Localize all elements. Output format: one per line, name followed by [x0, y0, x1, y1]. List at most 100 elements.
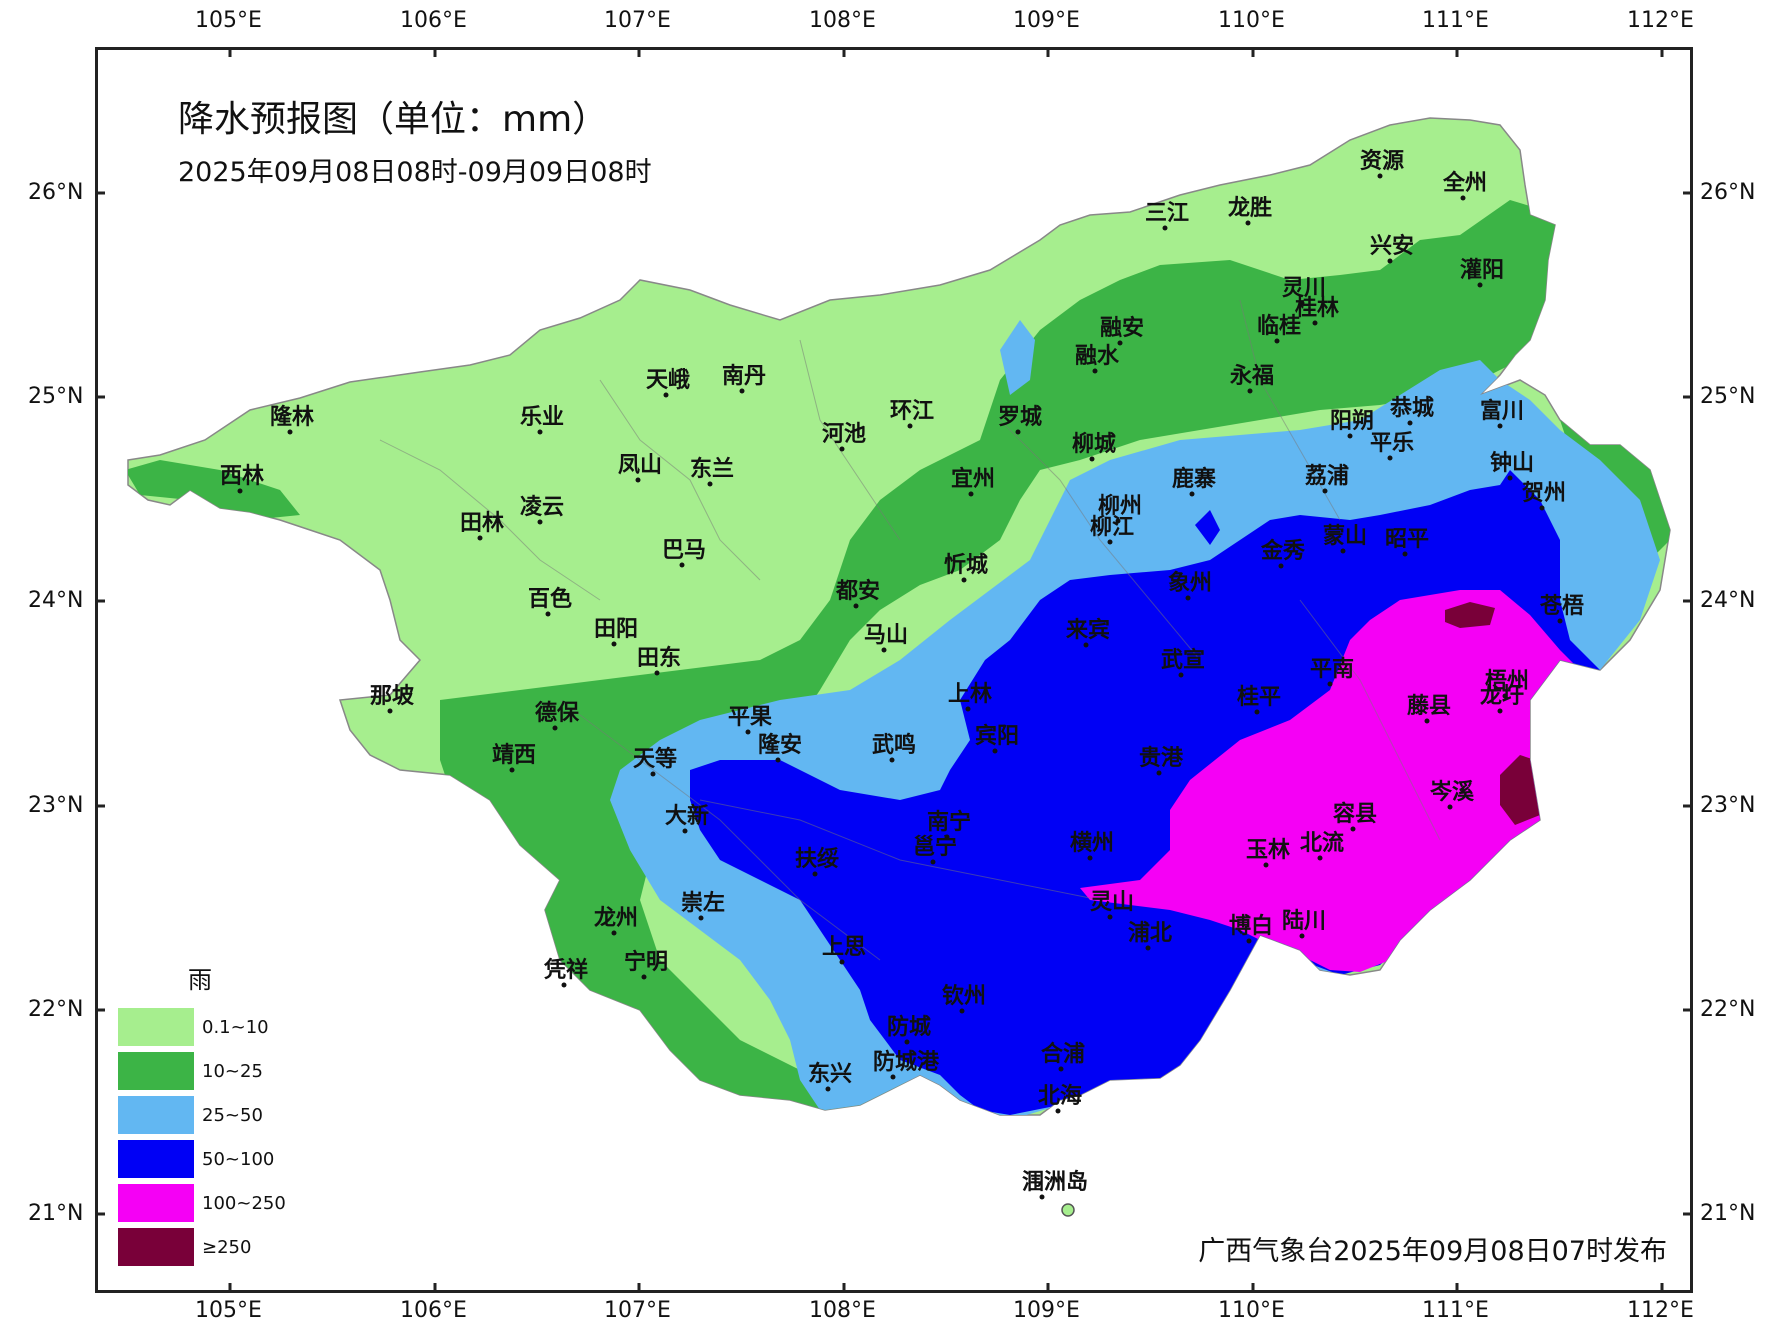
city-dot: [561, 982, 567, 988]
city-marker: 乐业: [520, 405, 564, 435]
city-marker: 德保: [535, 700, 580, 731]
city-marker: 防城港: [873, 1049, 940, 1080]
city-label: 田林: [460, 511, 504, 536]
city-marker: 象州: [1168, 570, 1212, 601]
city-dot: [1117, 340, 1123, 346]
city-label: 贵港: [1139, 746, 1184, 771]
city-label: 桂林: [1295, 295, 1339, 321]
city-marker: 龙胜: [1228, 196, 1272, 226]
city-dot: [1424, 718, 1430, 724]
city-marker: 都安: [835, 578, 880, 609]
legend-swatch: [118, 1096, 194, 1134]
city-label: 柳江: [1090, 514, 1134, 540]
city-label: 防城港: [873, 1049, 940, 1075]
city-marker: 金秀: [1260, 538, 1305, 569]
lat-label: 25°N: [28, 384, 84, 409]
city-label: 融安: [1100, 315, 1144, 341]
lon-label: 110°E: [1218, 1298, 1285, 1323]
lon-label: 110°E: [1218, 8, 1285, 33]
city-label: 平乐: [1370, 431, 1414, 456]
city-dot: [1539, 505, 1545, 511]
city-label: 西林: [220, 464, 264, 489]
city-marker: 灵山: [1090, 890, 1134, 920]
city-dot: [839, 446, 845, 452]
legend-swatch: [118, 1184, 194, 1222]
city-dot: [477, 535, 483, 541]
city-label: 宾阳: [975, 723, 1019, 749]
city-dot: [387, 708, 393, 714]
city-label: 田阳: [594, 617, 638, 642]
city-label: 上思: [822, 935, 866, 960]
city-label: 龙胜: [1228, 196, 1272, 221]
city-label: 陆川: [1282, 909, 1326, 934]
city-label: 灵山: [1090, 890, 1134, 915]
city-marker: 梧州: [1485, 669, 1529, 699]
legend-swatch: [118, 1052, 194, 1090]
city-dot: [1015, 429, 1021, 435]
city-label: 天等: [633, 746, 677, 772]
city-label: 岑溪: [1430, 780, 1475, 805]
city-dot: [904, 1039, 910, 1045]
city-label: 那坡: [370, 684, 414, 709]
city-dot: [1247, 388, 1253, 394]
city-marker: 凭祥: [543, 957, 588, 988]
city-dot: [1327, 681, 1333, 687]
city-label: 宁明: [624, 949, 668, 975]
legend-label: 0.1~10: [202, 1016, 269, 1038]
city-dot: [1246, 938, 1252, 944]
city-label: 扶绥: [795, 846, 839, 872]
city-dot: [679, 562, 685, 568]
city-dot: [907, 423, 913, 429]
city-dot: [881, 647, 887, 653]
city-marker: 东兰: [690, 456, 734, 487]
city-label: 鹿寨: [1172, 466, 1216, 492]
city-label: 玉林: [1246, 838, 1290, 863]
city-dot: [959, 1008, 965, 1014]
city-label: 龙圩: [1480, 684, 1524, 709]
lat-label: 21°N: [1700, 1201, 1756, 1226]
city-label: 涠洲岛: [1022, 1169, 1088, 1195]
city-dot: [1460, 195, 1466, 201]
lat-label: 24°N: [1700, 588, 1756, 613]
city-dot: [1477, 282, 1483, 288]
city-marker: 凌云: [520, 495, 564, 525]
city-marker: 岑溪: [1430, 780, 1475, 810]
city-marker: 田林: [460, 511, 504, 541]
city-marker: 防城: [887, 1014, 931, 1045]
city-dot: [839, 959, 845, 965]
city-marker: 隆安: [758, 732, 802, 763]
city-label: 柳城: [1072, 431, 1116, 457]
lon-label: 106°E: [400, 1298, 467, 1323]
rain-band-10-25: [128, 460, 300, 520]
city-dot: [1039, 1194, 1045, 1200]
city-dot: [1347, 433, 1353, 439]
legend-item: ≥250: [118, 1225, 286, 1269]
city-marker: 巴马: [662, 538, 706, 568]
city-label: 梧州: [1485, 669, 1529, 694]
city-marker: 龙圩: [1480, 684, 1524, 714]
city-marker: 扶绥: [795, 846, 839, 877]
city-dot: [1497, 423, 1503, 429]
legend-item: 10~25: [118, 1049, 286, 1093]
city-marker: 崇左: [681, 890, 725, 921]
city-dot: [545, 611, 551, 617]
city-label: 融水: [1075, 344, 1120, 369]
city-dot: [1274, 338, 1280, 344]
city-dot: [1055, 1108, 1061, 1114]
city-label: 合浦: [1041, 1041, 1085, 1067]
city-dot: [1387, 258, 1393, 264]
legend-label: 25~50: [202, 1104, 263, 1126]
city-dot: [1254, 709, 1260, 715]
city-marker: 贺州: [1522, 481, 1566, 511]
legend-label: 50~100: [202, 1148, 275, 1170]
city-dot: [1502, 693, 1508, 699]
city-dot: [812, 871, 818, 877]
city-dot: [968, 491, 974, 497]
legend-label: 10~25: [202, 1060, 263, 1082]
city-label: 恭城: [1389, 395, 1434, 421]
city-label: 罗城: [998, 404, 1042, 430]
city-label: 德保: [535, 700, 580, 726]
city-dot: [1263, 862, 1269, 868]
city-label: 钦州: [942, 984, 986, 1009]
city-marker: 北海: [1038, 1083, 1082, 1114]
